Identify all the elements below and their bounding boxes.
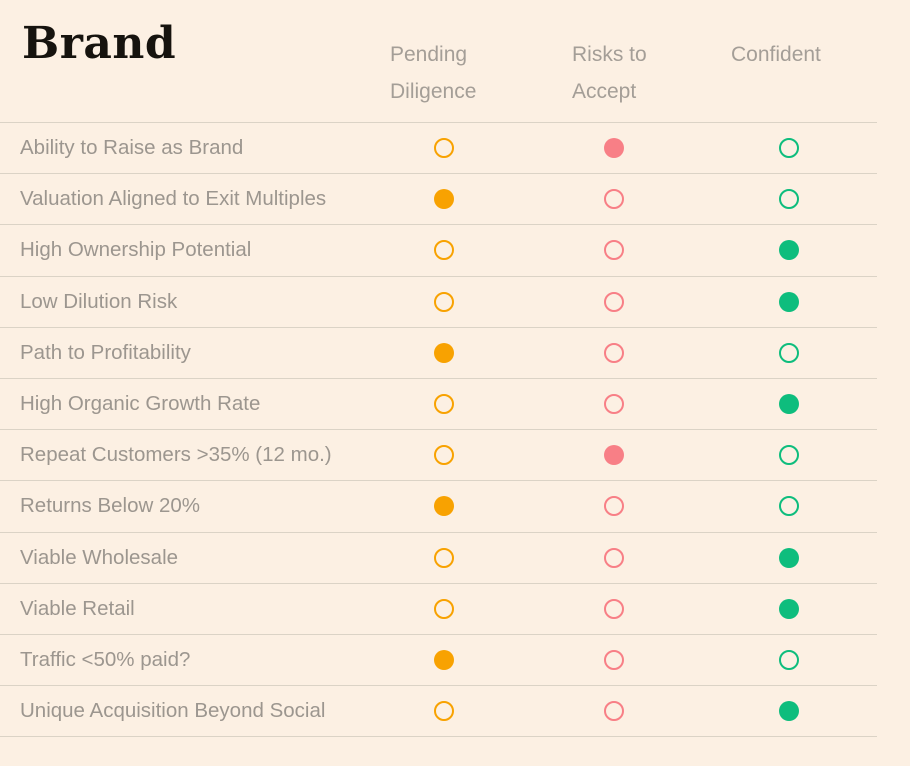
pending-status-dot-icon[interactable] [434, 342, 454, 363]
table-row: Traffic <50% paid? [0, 635, 877, 687]
row-label: Unique Acquisition Beyond Social [20, 699, 326, 723]
table-row: Viable Retail [0, 584, 877, 635]
risks-status-dot-icon[interactable] [604, 598, 624, 619]
pending-status-dot-icon[interactable] [434, 138, 454, 159]
confident-status-dot-icon[interactable] [779, 394, 799, 415]
risks-status-dot-icon[interactable] [604, 649, 624, 670]
risks-status-dot-icon[interactable] [604, 138, 624, 159]
pending-status-dot-icon[interactable] [434, 189, 454, 210]
table-row: Path to Profitability [0, 328, 877, 379]
confident-status-dot-icon[interactable] [779, 445, 799, 466]
table-row: High Organic Growth Rate [0, 379, 877, 431]
row-label: Returns Below 20% [20, 494, 201, 518]
table-row: Returns Below 20% [0, 481, 877, 533]
confident-status-dot-icon[interactable] [779, 240, 799, 261]
confident-status-dot-icon[interactable] [779, 598, 799, 619]
risks-status-dot-icon[interactable] [604, 394, 624, 415]
pending-status-dot-icon[interactable] [434, 240, 454, 261]
table-row: Valuation Aligned to Exit Multiples [0, 174, 877, 226]
row-label: Viable Wholesale [20, 545, 179, 569]
risks-status-dot-icon[interactable] [604, 342, 624, 363]
table-row: High Ownership Potential [0, 225, 877, 277]
column-header-pending-diligence: Pending Diligence [390, 43, 477, 103]
table-row: Unique Acquisition Beyond Social [0, 686, 877, 738]
row-label: Viable Retail [20, 596, 135, 620]
confident-status-dot-icon[interactable] [779, 189, 799, 210]
pending-status-dot-icon[interactable] [434, 394, 454, 415]
risks-status-dot-icon[interactable] [604, 445, 624, 466]
pending-status-dot-icon[interactable] [434, 445, 454, 466]
table-row: Ability to Raise as Brand [0, 123, 877, 175]
confident-status-dot-icon[interactable] [779, 701, 799, 722]
page-title: Brand [22, 18, 177, 69]
risks-status-dot-icon[interactable] [604, 291, 624, 312]
confident-status-dot-icon[interactable] [779, 496, 799, 517]
row-label: Repeat Customers >35% (12 mo.) [20, 443, 332, 467]
pending-status-dot-icon[interactable] [434, 649, 454, 670]
column-header-confident: Confident [731, 43, 821, 66]
row-label: Path to Profitability [20, 340, 191, 364]
pending-status-dot-icon[interactable] [434, 291, 454, 312]
risks-status-dot-icon[interactable] [604, 547, 624, 568]
assessment-table: Ability to Raise as Brand Valuation Alig… [0, 122, 877, 738]
confident-status-dot-icon[interactable] [779, 649, 799, 670]
pending-status-dot-icon[interactable] [434, 496, 454, 517]
column-header-risks-to-accept: Risks to Accept [572, 43, 647, 103]
risks-status-dot-icon[interactable] [604, 240, 624, 261]
risks-status-dot-icon[interactable] [604, 189, 624, 210]
confident-status-dot-icon[interactable] [779, 547, 799, 568]
row-label: High Organic Growth Rate [20, 392, 261, 416]
pending-status-dot-icon[interactable] [434, 547, 454, 568]
row-label: Ability to Raise as Brand [20, 136, 244, 160]
row-label: Valuation Aligned to Exit Multiples [20, 187, 327, 211]
row-label: High Ownership Potential [20, 238, 252, 262]
table-row: Low Dilution Risk [0, 277, 877, 328]
table-row: Repeat Customers >35% (12 mo.) [0, 430, 877, 482]
confident-status-dot-icon[interactable] [779, 138, 799, 159]
confident-status-dot-icon[interactable] [779, 342, 799, 363]
table-row: Viable Wholesale [0, 533, 877, 584]
confident-status-dot-icon[interactable] [779, 291, 799, 312]
risks-status-dot-icon[interactable] [604, 496, 624, 517]
row-label: Traffic <50% paid? [20, 647, 191, 671]
pending-status-dot-icon[interactable] [434, 598, 454, 619]
row-label: Low Dilution Risk [20, 289, 178, 313]
risks-status-dot-icon[interactable] [604, 701, 624, 722]
pending-status-dot-icon[interactable] [434, 701, 454, 722]
table-header: Brand Pending Diligence Risks to Accept … [0, 0, 910, 122]
